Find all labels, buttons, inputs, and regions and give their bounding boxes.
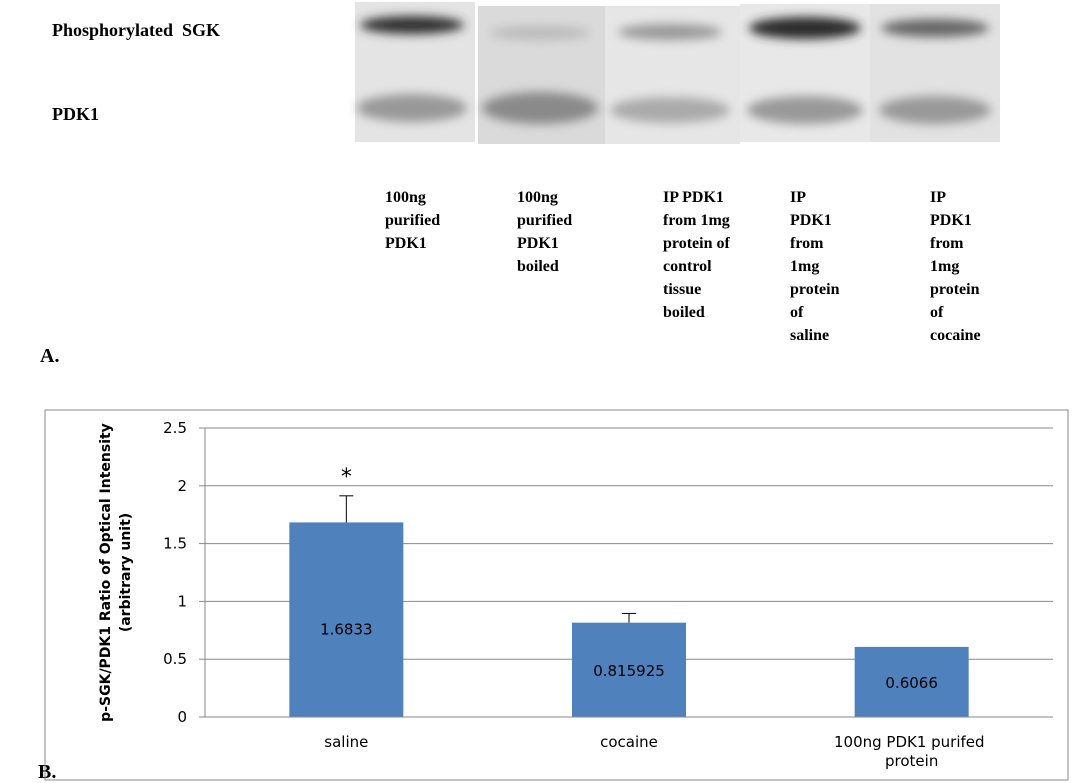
lane-label: from 1mg [663, 212, 730, 229]
lane-label: PDK1 [790, 212, 832, 229]
lane-label: of [790, 304, 804, 321]
lane-label: IP [930, 189, 946, 206]
lane-label: purified [517, 212, 572, 229]
lane-label: purified [385, 212, 440, 229]
y-axis-title-line: p-SGK/PDK1 Ratio of Optical Intensity [98, 423, 114, 722]
y-axis-title-line: (arbitrary unit) [118, 513, 134, 632]
y-tick-label: 2.5 [163, 419, 187, 437]
bar [289, 522, 403, 717]
lane-label: control [663, 258, 712, 275]
x-tick-label: 100ng PDK1 purifed protein [834, 733, 989, 770]
chart-frame [45, 410, 1068, 780]
lane-label: protein of [663, 235, 730, 252]
lane-label: IP [790, 189, 806, 206]
y-tick-label: 1.5 [163, 535, 187, 553]
value-label: 0.6066 [885, 674, 938, 692]
lane-labels: 100ng purified PDK1 100ng purified PDK1 boiled… [385, 189, 981, 344]
x-tick-label: cocaine [600, 733, 658, 751]
lane-label: cocaine [930, 327, 981, 344]
lane-label: IP PDK1 [663, 189, 724, 206]
y-tick-label: 1 [177, 592, 187, 610]
lane-label: PDK1 [930, 212, 972, 229]
panel-label: A. [40, 345, 59, 367]
lane-label: from [790, 235, 824, 252]
y-axis-title: p-SGK/PDK1 Ratio of Optical Intensity(ar… [98, 423, 134, 722]
lane-label: tissue [663, 281, 701, 298]
chart: 0 0.5 1 1.5 2 2.5 p-SGK/PDK1 Ratio of Optical … [98, 419, 1053, 770]
y-tick-label: 2 [177, 477, 187, 495]
row-label: PDK1 [52, 104, 99, 124]
lane-label: of [930, 304, 944, 321]
value-label: 0.815925 [593, 662, 665, 680]
lane-label: 100ng [385, 189, 426, 206]
lane-label: boiled [517, 258, 559, 275]
lane-label: PDK1 [385, 235, 427, 252]
row-label: Phosphorylated SGK [52, 20, 220, 40]
figure: Phosphorylated SGK PDK1 A. B. 100ngpurif… [0, 0, 1076, 783]
blot [355, 2, 1000, 144]
y-tick-label: 0 [177, 708, 187, 726]
page: Phosphorylated SGK PDK1 A. B. 100ngpurif… [0, 0, 1076, 783]
lane-label: PDK1 [517, 235, 559, 252]
lane-label: from [930, 235, 964, 252]
lane-label: 1mg [930, 258, 959, 275]
y-tick-label: 0.5 [163, 650, 187, 668]
lane-label: 100ng [517, 189, 558, 206]
lane-label: boiled [663, 304, 705, 321]
lane-label: 1mg [790, 258, 819, 275]
value-label: 1.6833 [320, 621, 373, 639]
significance: * [341, 465, 352, 490]
lane-label: saline [790, 327, 829, 344]
lane-label: protein [930, 281, 980, 298]
x-tick-label: saline [324, 733, 368, 751]
lane-label: protein [790, 281, 840, 298]
